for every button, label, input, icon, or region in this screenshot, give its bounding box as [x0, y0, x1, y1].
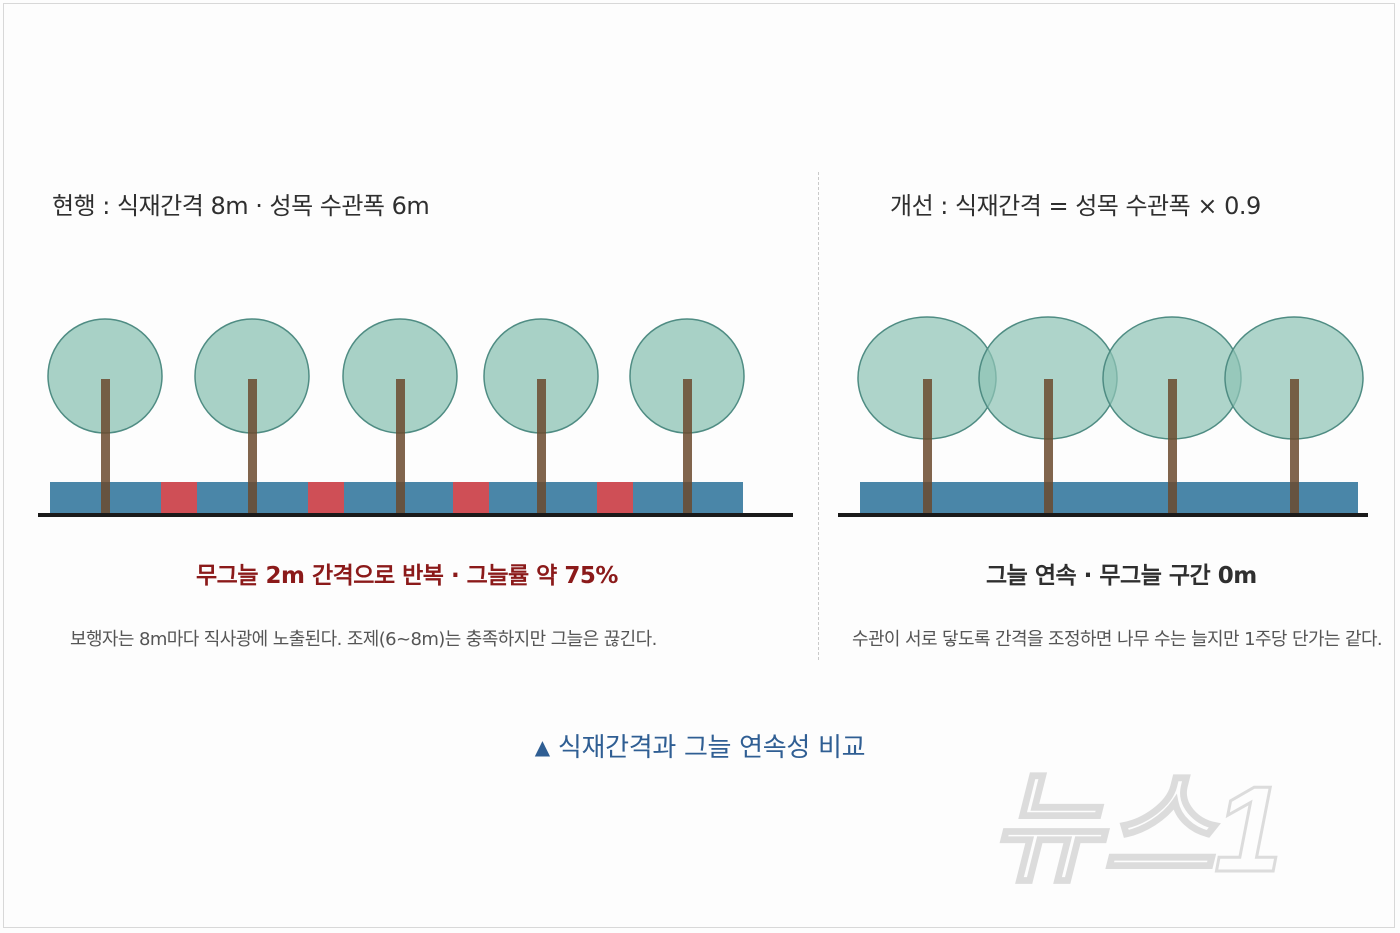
right-trunks	[923, 379, 1299, 515]
left-trunks	[101, 379, 692, 515]
left-tree-4-trunk	[537, 379, 546, 515]
left-sun-gap-2	[308, 482, 344, 514]
left-sun-gaps	[161, 482, 633, 514]
right-tree-1-trunk	[923, 379, 932, 515]
left-tree-1-trunk	[101, 379, 110, 515]
left-sun-gap-3	[453, 482, 489, 514]
right-note: 수관이 서로 닿도록 간격을 조정하면 나무 수는 늘지만 1주당 단가는 같다…	[852, 629, 1383, 650]
figure-caption: ▲ 식재간격과 그늘 연속성 비교	[0, 727, 1400, 764]
left-note: 보행자는 8m마다 직사광에 노출된다. 조제(6~8m)는 충족하지만 그늘은…	[70, 629, 657, 650]
left-canopies	[47, 318, 745, 434]
caption-text: 식재간격과 그늘 연속성 비교	[557, 733, 866, 763]
left-ground-line	[38, 513, 793, 517]
left-sun-gap-4	[597, 482, 633, 514]
left-heading: 현행 : 식재간격 8m · 성목 수관폭 6m	[52, 192, 430, 220]
watermark-text: 뉴스1	[990, 761, 1282, 897]
right-shade-band	[860, 482, 1358, 514]
left-tree-2-trunk	[248, 379, 257, 515]
left-sun-gap-1	[161, 482, 197, 514]
right-ground-line	[838, 513, 1368, 517]
news1-watermark-logo: 뉴스1	[990, 760, 1284, 899]
left-summary: 무그늘 2m 간격으로 반복 · 그늘률 약 75%	[196, 563, 618, 589]
right-heading: 개선 : 식재간격 = 성목 수관폭 × 0.9	[890, 192, 1261, 220]
right-summary: 그늘 연속 · 무그늘 구간 0m	[986, 563, 1257, 589]
right-panel	[838, 316, 1368, 517]
right-canopies	[857, 316, 1364, 440]
right-tree-4-trunk	[1290, 379, 1299, 515]
panel-divider	[818, 172, 819, 660]
right-tree-3-trunk	[1168, 379, 1177, 515]
left-tree-3-trunk	[396, 379, 405, 515]
left-tree-5-trunk	[683, 379, 692, 515]
image-frame	[3, 3, 1395, 928]
right-tree-2-trunk	[1044, 379, 1053, 515]
left-panel	[38, 318, 793, 517]
triangle-marker-icon: ▲	[534, 735, 550, 759]
